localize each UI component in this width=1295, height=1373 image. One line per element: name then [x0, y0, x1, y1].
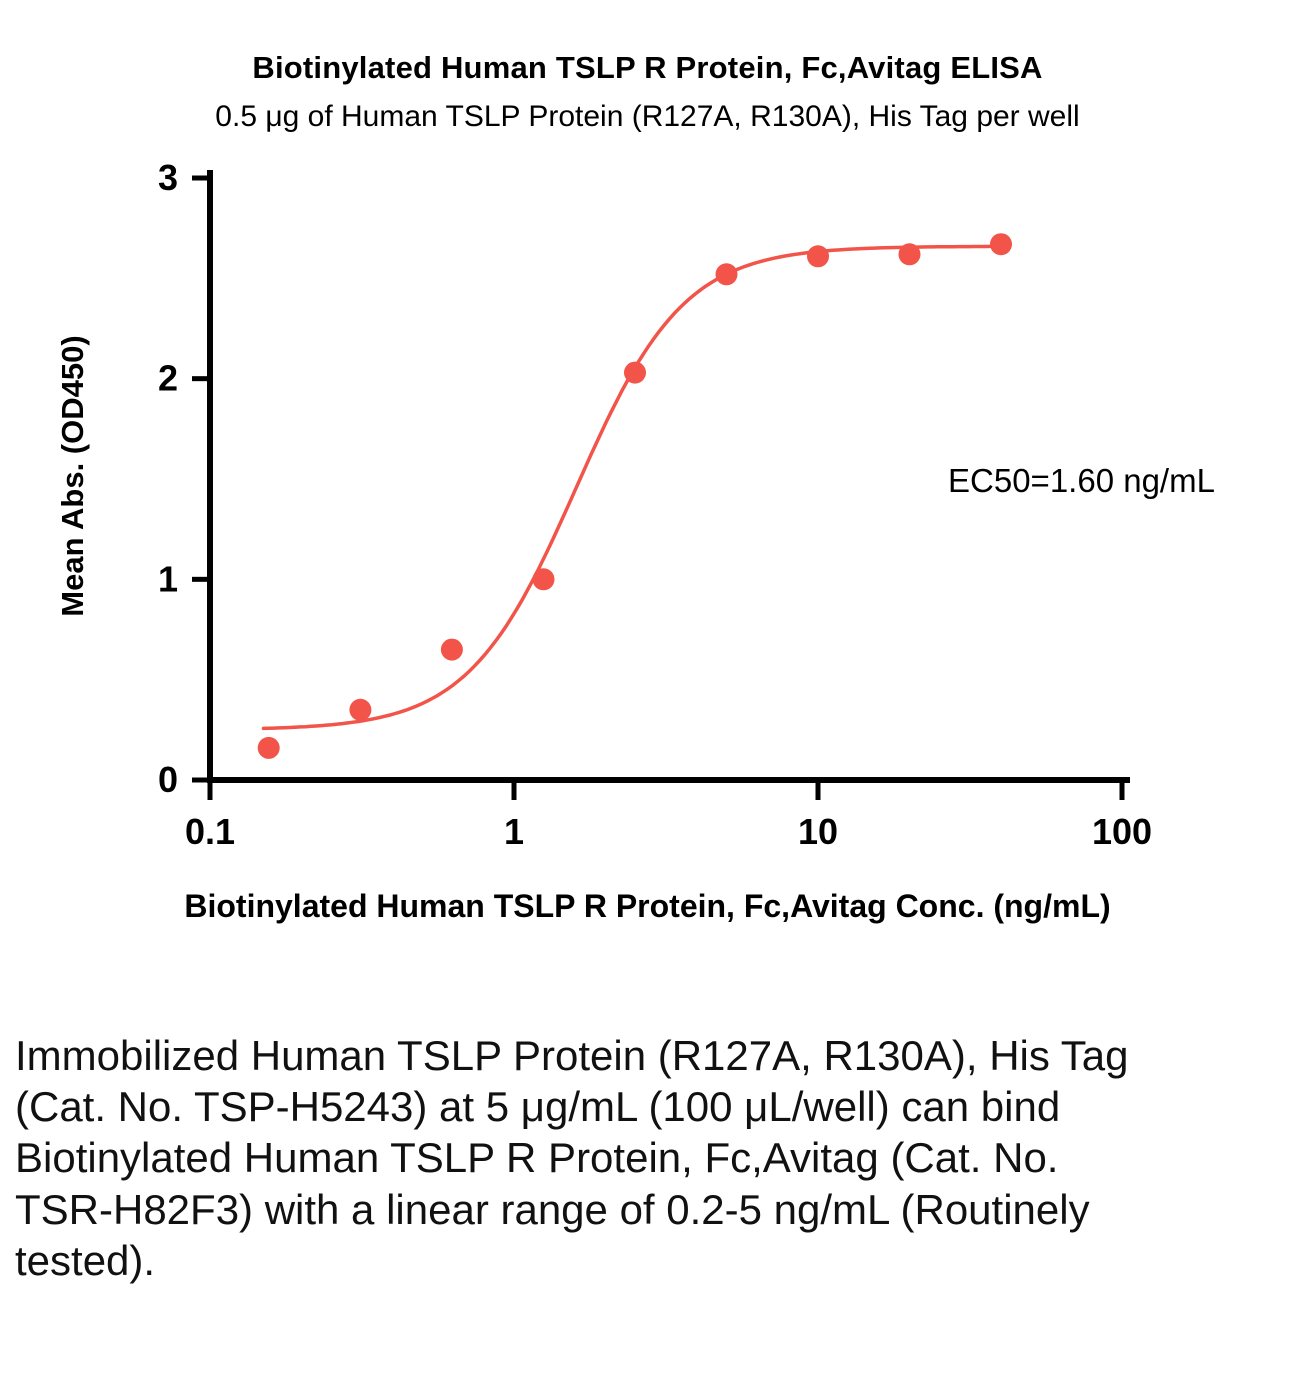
y-tick-label: 3	[158, 157, 178, 198]
x-tick-label: 100	[1092, 811, 1152, 852]
data-point	[440, 638, 463, 661]
data-point	[898, 243, 921, 266]
data-point	[715, 263, 738, 286]
x-tick-label: 10	[798, 811, 838, 852]
data-point	[257, 736, 280, 759]
data-point	[349, 698, 372, 721]
data-point	[807, 245, 829, 268]
data-point	[532, 568, 555, 591]
ec50-annotation: EC50=1.60 ng/mL	[948, 462, 1215, 499]
y-tick-label: 1	[158, 558, 178, 599]
x-tick-label: 0.1	[185, 811, 235, 852]
y-tick-label: 0	[158, 759, 178, 800]
data-point	[624, 361, 646, 384]
figure-caption: Immobilized Human TSLP Protein (R127A, R…	[15, 1032, 1129, 1284]
data-point	[990, 233, 1012, 256]
x-tick-label: 1	[504, 811, 524, 852]
chart-subtitle: 0.5 μg of Human TSLP Protein (R127A, R13…	[215, 100, 1080, 133]
y-axis-label: Mean Abs. (OD450)	[55, 335, 90, 617]
x-axis-label: Biotinylated Human TSLP R Protein, Fc,Av…	[184, 888, 1111, 924]
y-tick-label: 2	[158, 358, 178, 399]
chart-title: Biotinylated Human TSLP R Protein, Fc,Av…	[252, 50, 1043, 85]
fit-curve	[261, 244, 1003, 731]
elisa-plot: 0.1 1 10 100 0 1 2 3	[158, 157, 1152, 852]
